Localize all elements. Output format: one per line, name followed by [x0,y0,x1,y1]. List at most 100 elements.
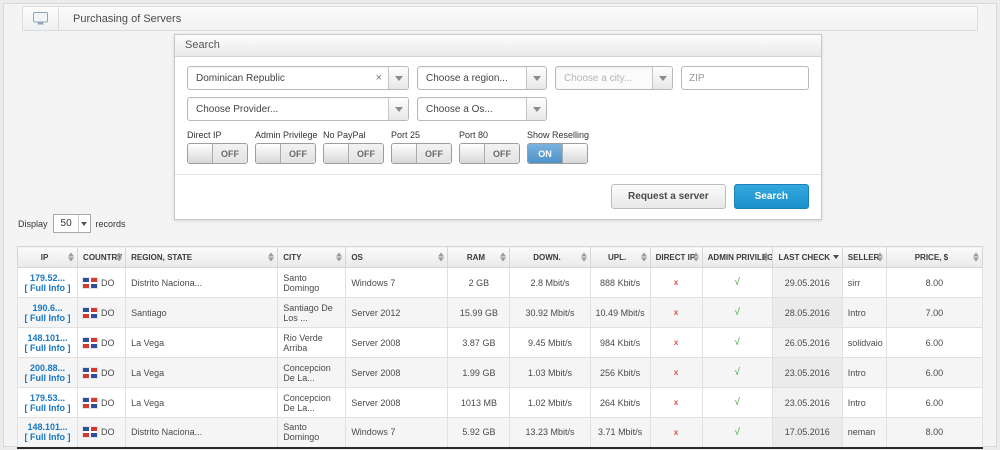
port-25-toggle[interactable]: OFF [391,143,452,164]
column-header-city[interactable]: CITY [277,246,347,268]
price-cell: 6.00 [885,357,984,388]
os-cell: Server 2008 [345,327,449,358]
records-per-page-value: 50 [60,218,72,229]
dominican-republic-flag-icon [83,367,98,378]
direct-ip-toggle[interactable]: OFF [187,143,248,164]
toggle-group-show-reselling: Show Reselling ON [527,130,589,164]
column-header-os[interactable]: OS [345,246,449,268]
toggle-knob [562,144,587,163]
column-header-down[interactable]: DOWN. [509,246,591,268]
zip-input[interactable] [681,66,809,90]
dropdown-arrow [652,67,672,89]
search-panel-body: Dominican Republic × Choose a region... … [175,57,821,219]
price-cell: 6.00 [885,387,984,418]
clear-icon[interactable]: × [375,72,382,84]
upl-cell: 256 Kbit/s [589,357,651,388]
city-select[interactable]: Choose a city... [555,66,673,90]
sort-icon [692,252,699,262]
price-cell: 8.00 [885,417,984,448]
title-icon-box[interactable] [23,7,59,30]
city-cell: Santiago De Los ... [277,297,347,328]
column-header-region-state[interactable]: REGION, STATE [125,246,279,268]
full-info-link[interactable]: [ Full Info ] [24,432,71,443]
column-header-last-check[interactable]: LAST CHECK [771,246,843,268]
ip-value: 179.53... [30,392,66,403]
sort-icon [500,252,507,262]
country-code: DO [101,427,115,438]
toggle-state: OFF [213,144,247,163]
buttons-row: Request a server Search [187,184,809,209]
admin-privilege-toggle[interactable]: OFF [255,143,316,164]
city-cell: Santo Domingo [277,267,347,298]
chevron-down-icon [532,106,541,112]
filter-row-2: Choose Provider... Choose a Os... [187,97,809,121]
provider-select-placeholder: Choose Provider... [196,103,279,115]
city-cell: Santo Domingo [277,417,347,448]
dropdown-arrow[interactable] [526,98,546,120]
provider-select[interactable]: Choose Provider... [187,97,409,121]
column-header-ip[interactable]: IP [16,246,79,268]
column-header-country[interactable]: COUNTRY [77,246,127,268]
records-label: records [95,218,126,229]
upl-cell: 888 Kbit/s [589,267,651,298]
toggle-group-port-25: Port 25 OFF [391,130,452,164]
column-header-ram[interactable]: RAM [447,246,511,268]
dropdown-arrow[interactable] [388,98,408,120]
display-records-control: Display 50 records [18,214,126,233]
dropdown-arrow[interactable] [526,67,546,89]
app-frame: Purchasing of Servers Search Dominican R… [3,3,997,449]
ram-cell: 3.87 GB [447,327,511,358]
table-row: 179.53...[ Full Info ] DO La Vega Concep… [16,387,984,418]
dominican-republic-flag-icon [83,277,98,288]
column-header-upl[interactable]: UPL. [589,246,651,268]
column-header-admin-privilege[interactable]: ADMIN PRIVILEGE [701,246,773,268]
direct-ip-cell: x [649,267,703,298]
full-info-link[interactable]: [ Full Info ] [24,282,71,293]
country-code: DO [101,397,115,408]
full-info-link[interactable]: [ Full Info ] [24,312,71,323]
column-header-seller[interactable]: SELLER [841,246,887,268]
admin-privilege-cell: √ [701,417,773,448]
panel-divider [175,174,821,175]
records-per-page-select[interactable]: 50 [52,214,91,233]
full-info-link[interactable]: [ Full Info ] [24,402,71,413]
sort-icon [876,252,883,262]
search-button[interactable]: Search [733,184,809,209]
request-server-button[interactable]: Request a server [611,184,726,209]
toggles-row: Direct IP OFF Admin Privilege OFF No Pay… [187,130,809,164]
os-cell: Server 2012 [345,297,449,328]
full-info-link[interactable]: [ Full Info ] [24,342,71,353]
admin-privilege-cell: √ [701,327,773,358]
last-check-cell: 28.05.2016 [771,297,843,328]
seller-cell: solidvaio [841,327,887,358]
direct-ip-cell: x [649,357,703,388]
down-cell: 13.23 Mbit/s [509,417,591,448]
os-select[interactable]: Choose a Os... [417,97,547,121]
ip-value: 148.101... [27,422,68,433]
table-row: 200.88...[ Full Info ] DO La Vega Concep… [16,357,984,388]
search-panel: Search Dominican Republic × Choose a reg… [174,34,822,220]
os-select-placeholder: Choose a Os... [426,103,493,115]
os-cell: Windows 7 [345,267,449,298]
column-header-price[interactable]: PRICE, $ [885,246,984,268]
no-paypal-toggle[interactable]: OFF [323,143,384,164]
ram-cell: 1013 MB [447,387,511,418]
region-select[interactable]: Choose a region... [417,66,547,90]
page-title: Purchasing of Servers [73,12,182,25]
upl-cell: 984 Kbit/s [589,327,651,358]
down-cell: 9.45 Mbit/s [509,327,591,358]
full-info-link[interactable]: [ Full Info ] [24,372,71,383]
direct-ip-cell: x [649,417,703,448]
toggle-group-direct-ip: Direct IP OFF [187,130,248,164]
direct-ip-cell: x [649,297,703,328]
port-80-toggle[interactable]: OFF [459,143,520,164]
dropdown-arrow[interactable] [388,67,408,89]
city-cell: Rio Verde Arriba [277,327,347,358]
os-cell: Server 2008 [345,387,449,418]
monitor-icon [33,12,48,25]
ip-value: 148.101... [27,332,68,343]
ram-cell: 2 GB [447,267,511,298]
country-select[interactable]: Dominican Republic × [187,66,409,90]
show-reselling-toggle[interactable]: ON [527,143,588,164]
column-header-direct-ip[interactable]: DIRECT IP [649,246,703,268]
